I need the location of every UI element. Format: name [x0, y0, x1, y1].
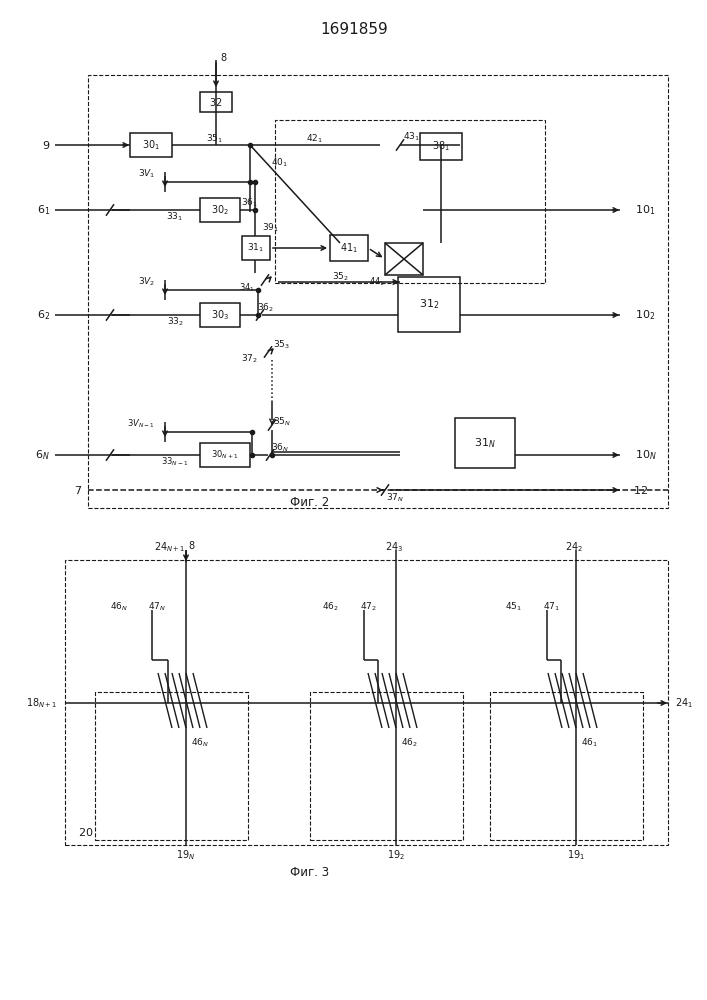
Text: $45_1$: $45_1$ [505, 601, 522, 613]
Bar [398, 277, 460, 332]
Text: $12$: $12$ [633, 484, 648, 496]
Text: $19_2$: $19_2$ [387, 848, 405, 862]
Text: $33_2$: $33_2$ [167, 316, 184, 328]
Text: $47_1$: $47_1$ [543, 601, 560, 613]
Text: $44_1$: $44_1$ [369, 276, 385, 288]
Bar [455, 418, 515, 468]
Text: $31_N$: $31_N$ [474, 436, 496, 450]
Text: $37_N$: $37_N$ [386, 492, 404, 504]
Text: $40_1$: $40_1$ [271, 157, 288, 169]
Text: $32$: $32$ [209, 96, 223, 108]
Text: $36_1$: $36_1$ [242, 197, 259, 209]
Text: $9$: $9$ [42, 139, 50, 151]
Text: $36_N$: $36_N$ [271, 442, 289, 454]
Text: $3V_2$: $3V_2$ [138, 276, 155, 288]
Bar [95, 692, 248, 840]
Text: $31_2$: $31_2$ [419, 298, 439, 311]
Text: $47_2$: $47_2$ [360, 601, 377, 613]
Text: $3V_1$: $3V_1$ [138, 168, 155, 180]
Text: $8$: $8$ [220, 51, 228, 63]
Text: $18_{N+1}$: $18_{N+1}$ [26, 696, 58, 710]
Text: $34_1$: $34_1$ [239, 282, 255, 294]
Text: $41_1$: $41_1$ [340, 241, 358, 255]
Bar [200, 198, 240, 222]
Text: $30_{N+1}$: $30_{N+1}$ [211, 449, 239, 461]
Text: $24_2$: $24_2$ [565, 540, 583, 554]
Text: $38_1$: $38_1$ [432, 140, 450, 153]
Text: $30_3$: $30_3$ [211, 308, 229, 322]
Text: 1691859: 1691859 [320, 22, 388, 37]
Text: $7$: $7$ [74, 484, 82, 496]
Bar [200, 443, 250, 467]
Text: $6_2$: $6_2$ [37, 308, 50, 322]
Text: $39_1$: $39_1$ [262, 222, 279, 234]
Bar [88, 75, 668, 508]
Text: $19_1$: $19_1$ [567, 848, 585, 862]
Bar [330, 235, 368, 261]
Bar [385, 243, 423, 275]
Text: $24_3$: $24_3$ [385, 540, 403, 554]
Text: $6_1$: $6_1$ [37, 203, 50, 217]
Text: $46_2$: $46_2$ [401, 737, 418, 749]
Bar [420, 133, 462, 160]
Text: $20$: $20$ [78, 826, 93, 838]
Text: $35_1$: $35_1$ [206, 133, 223, 145]
Text: $46_N$: $46_N$ [110, 601, 128, 613]
Text: $33_1$: $33_1$ [166, 211, 184, 223]
Bar [200, 303, 240, 327]
Text: Фиг. 2: Фиг. 2 [291, 496, 329, 510]
Text: $30_2$: $30_2$ [211, 203, 229, 217]
Text: $37_2$: $37_2$ [241, 353, 258, 365]
Text: $8$: $8$ [188, 539, 196, 551]
Text: $30_1$: $30_1$ [142, 138, 160, 152]
Text: $10_N$: $10_N$ [635, 448, 657, 462]
Text: $36_2$: $36_2$ [257, 302, 274, 314]
Bar [200, 92, 232, 112]
Text: $10_1$: $10_1$ [635, 203, 655, 217]
Text: $19_N$: $19_N$ [176, 848, 196, 862]
Bar [130, 133, 172, 157]
Text: $42_1$: $42_1$ [306, 133, 324, 145]
Text: $24_{N+1}$: $24_{N+1}$ [154, 540, 186, 554]
Text: $33_{N-1}$: $33_{N-1}$ [161, 456, 189, 468]
Bar [490, 692, 643, 840]
Bar [275, 120, 545, 283]
Text: $10_2$: $10_2$ [635, 308, 655, 322]
Bar [242, 236, 270, 260]
Text: $46_1$: $46_1$ [581, 737, 598, 749]
Text: $31_1$: $31_1$ [247, 242, 264, 254]
Text: $46_2$: $46_2$ [322, 601, 339, 613]
Text: $35_3$: $35_3$ [274, 339, 291, 351]
Bar [65, 560, 668, 845]
Text: $35_N$: $35_N$ [273, 416, 291, 428]
Text: $46_N$: $46_N$ [191, 737, 209, 749]
Text: $24_1$: $24_1$ [675, 696, 693, 710]
Text: $35_2$: $35_2$ [332, 271, 349, 283]
Text: $3V_{N-1}$: $3V_{N-1}$ [127, 418, 155, 430]
Text: $6_N$: $6_N$ [35, 448, 50, 462]
Text: $47_N$: $47_N$ [148, 601, 166, 613]
Bar [310, 692, 463, 840]
Text: $43_1$: $43_1$ [404, 131, 421, 143]
Text: Фиг. 3: Фиг. 3 [291, 865, 329, 879]
